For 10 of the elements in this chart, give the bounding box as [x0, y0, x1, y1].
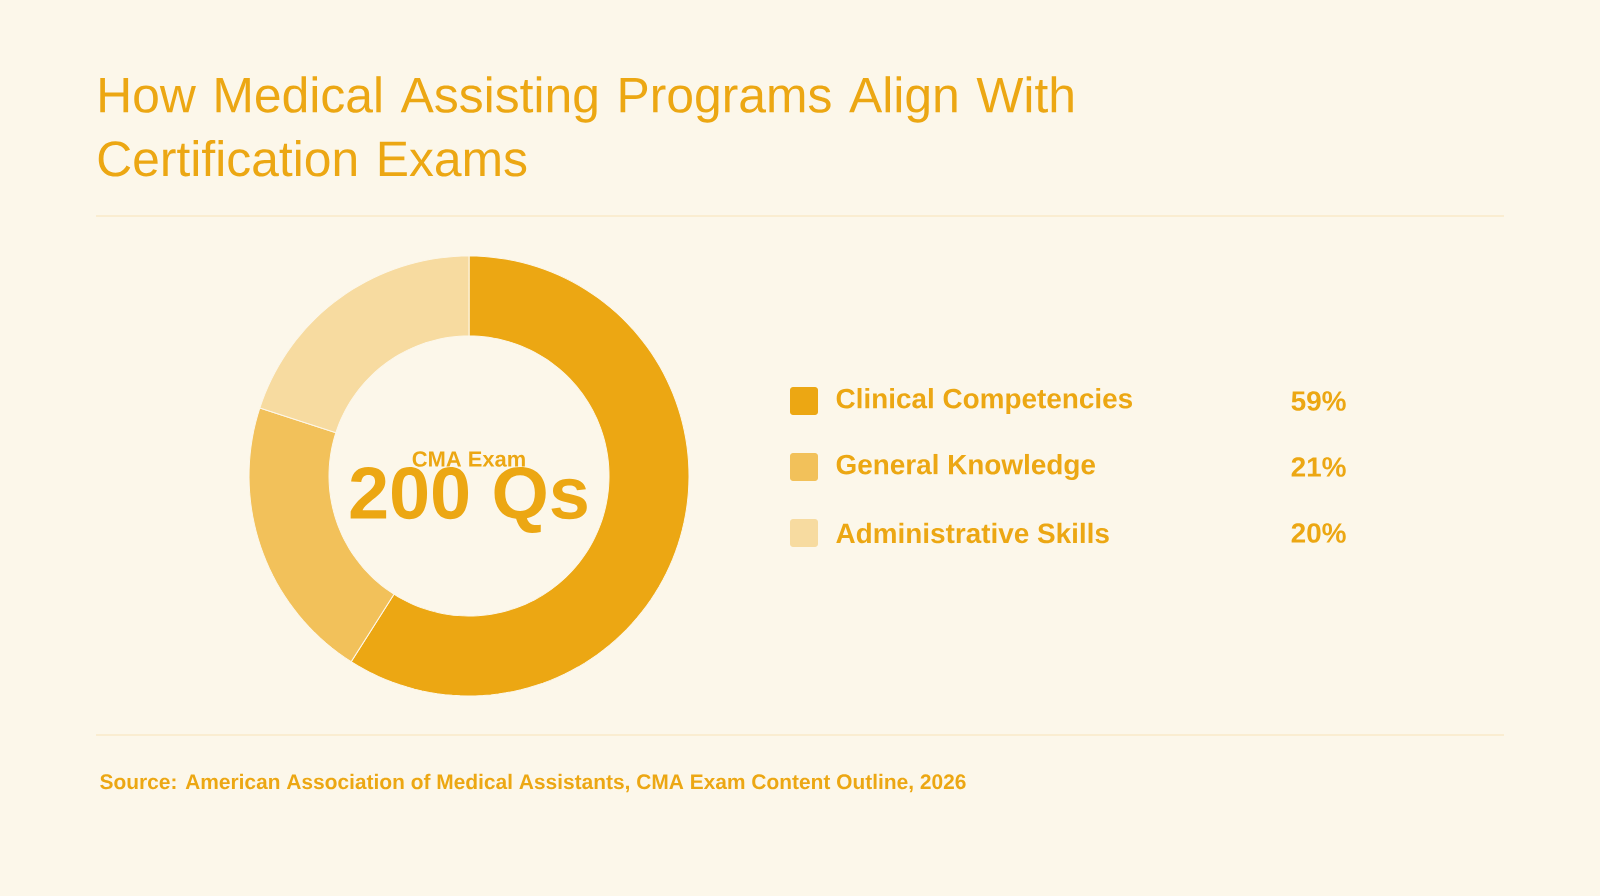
data-label: 21%: [1291, 457, 1346, 477]
data-label: 59%: [1291, 391, 1346, 411]
text: CMA Exam: [412, 451, 525, 467]
legend-label: General Knowledge: [836, 453, 1095, 481]
text: 200 Qs: [350, 467, 587, 533]
data-label: 20%: [1291, 523, 1346, 543]
source-note: Source: American Association of Medical Assistants, CMA Exam Content Outline, 2026: [100, 773, 966, 793]
legend-label: Clinical Competencies: [836, 388, 1133, 414]
chart-title: How Medical Assisting Programs Align With Certification Exams: [98, 76, 1073, 177]
legend-label: Administrative Skills: [836, 522, 1109, 544]
